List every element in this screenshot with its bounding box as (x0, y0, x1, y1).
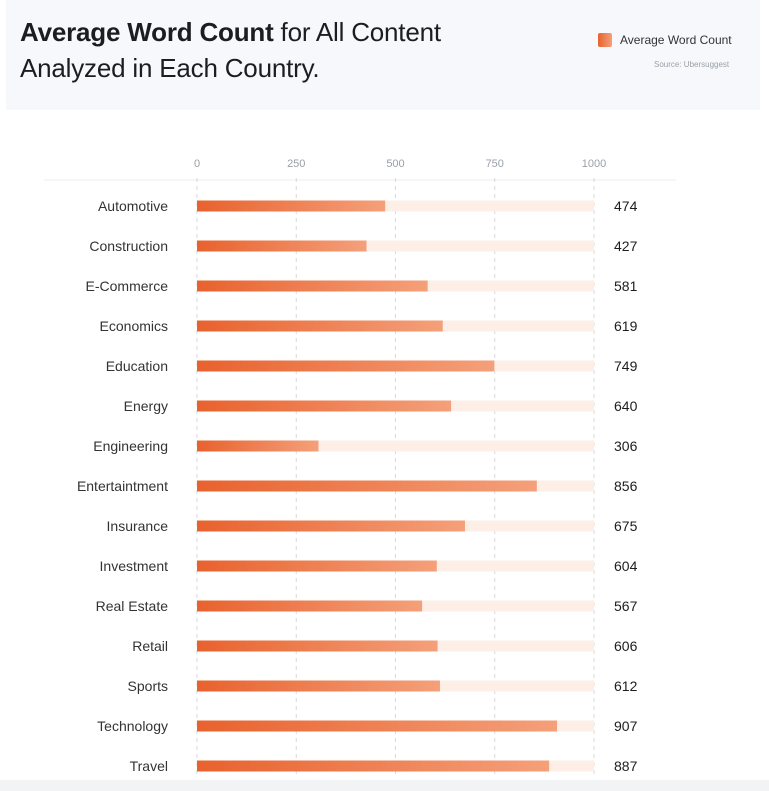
value-label: 612 (614, 678, 638, 694)
chart-title: Average Word Count for All Content Analy… (20, 14, 490, 86)
bar-track (197, 440, 594, 452)
bar (197, 520, 465, 532)
value-label: 749 (614, 358, 638, 374)
bottom-strip (0, 780, 769, 791)
category-label: Investment (100, 558, 169, 574)
bar (197, 640, 438, 652)
bar (197, 240, 367, 252)
chart-header: Average Word Count for All Content Analy… (6, 0, 760, 110)
value-label: 474 (614, 198, 638, 214)
value-label: 567 (614, 598, 638, 614)
source-note: Source: Ubersuggest (654, 60, 730, 69)
category-labels: Automotive Construction E-Commerce Economic… (77, 198, 168, 774)
chart-title-bold: Average Word Count (20, 17, 274, 47)
value-label: 675 (614, 518, 638, 534)
value-label: 606 (614, 638, 638, 654)
category-label: Automotive (98, 198, 168, 214)
bar (197, 360, 495, 372)
grid-layer (44, 178, 676, 778)
value-label: 306 (614, 438, 638, 454)
category-label: E-Commerce (86, 278, 169, 294)
category-label: Economics (100, 318, 168, 334)
bar (197, 400, 452, 412)
x-tick-label: 250 (287, 158, 305, 170)
category-label: Engineering (93, 438, 168, 454)
x-tick-label: 1000 (582, 158, 606, 170)
category-label: Construction (89, 238, 168, 254)
category-label: Insurance (107, 518, 169, 534)
category-label: Real Estate (96, 598, 169, 614)
value-label: 427 (614, 238, 638, 254)
category-label: Energy (124, 398, 168, 414)
x-tick-label: 500 (386, 158, 404, 170)
value-label: 619 (614, 318, 638, 334)
bar (197, 440, 319, 452)
value-label: 640 (614, 398, 638, 414)
x-tick-label: 0 (194, 158, 200, 170)
value-label: 856 (614, 478, 638, 494)
category-label: Education (106, 358, 168, 374)
value-label: 887 (614, 758, 638, 774)
legend-label: Average Word Count (620, 33, 732, 47)
bar (197, 720, 558, 732)
tick-labels: 0 250 500 750 1000 (194, 158, 606, 170)
chart-legend: Average Word Count (598, 32, 732, 48)
bar (197, 480, 537, 492)
bar (197, 280, 428, 292)
value-label: 581 (614, 278, 638, 294)
bar (197, 680, 440, 692)
category-label: Sports (128, 678, 168, 694)
value-label: 604 (614, 558, 638, 574)
category-label: Travel (130, 758, 168, 774)
bar (197, 200, 386, 212)
chart-title-rest: for All Content Analyzed in Each Country… (20, 17, 441, 83)
bars (197, 200, 558, 772)
legend-swatch (598, 33, 612, 47)
category-label: Retail (132, 638, 168, 654)
bar-track (197, 240, 594, 252)
bar-track (197, 200, 594, 212)
bar (197, 600, 423, 612)
bar (197, 320, 443, 332)
bar (197, 560, 437, 572)
value-labels: 474 427 581 619 749 640 306 856 675 604 567 606 612 9… (614, 198, 638, 774)
category-label: Technology (97, 718, 168, 734)
category-label: Entertaintment (77, 478, 168, 494)
bar (197, 760, 550, 772)
value-label: 907 (614, 718, 638, 734)
x-tick-label: 750 (486, 158, 504, 170)
